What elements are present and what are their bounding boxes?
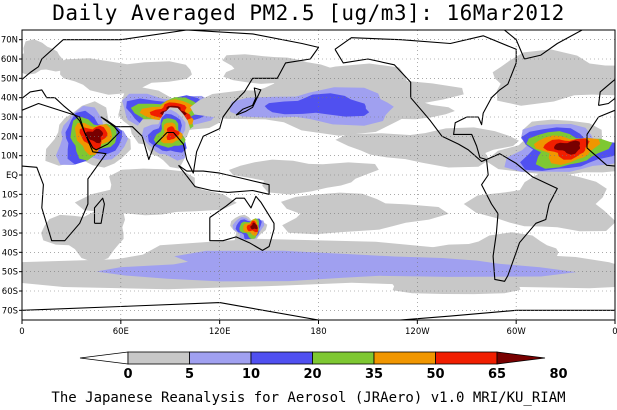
colorbar-swatch xyxy=(127,351,190,365)
pacific-band-level-3 xyxy=(264,93,370,117)
background-patch-level-1 xyxy=(492,49,615,106)
background-patch-level-1 xyxy=(463,172,615,232)
lat-tick-label: 30N xyxy=(1,113,18,123)
coastline-africa xyxy=(22,102,107,242)
lon-tick-label: 60W xyxy=(507,327,527,337)
colorbar-label: 35 xyxy=(365,367,383,382)
colorbar-swatch xyxy=(312,351,375,365)
lat-tick-label: 50S xyxy=(2,268,18,278)
pm25-field xyxy=(22,39,615,295)
longitude-labels: 0 60E 120E 180 120W 60W 0 xyxy=(19,320,617,337)
colorbar-swatch xyxy=(189,351,252,365)
colorbar-label: 65 xyxy=(488,367,506,382)
background-patch-level-1 xyxy=(222,54,334,84)
colorbar-label: 10 xyxy=(242,367,260,382)
lat-tick-label: 10N xyxy=(1,152,18,162)
lon-tick-label: 180 xyxy=(310,327,326,337)
graticule xyxy=(22,30,615,320)
coastline-japan xyxy=(235,87,262,116)
coastline-south-america xyxy=(481,153,558,282)
lat-tick-label: 50N xyxy=(1,74,18,84)
background-patch-level-1 xyxy=(228,159,379,195)
lat-tick-label: 10S xyxy=(2,190,18,200)
lon-tick-label: 120E xyxy=(209,327,231,337)
lat-tick-label: 30S xyxy=(2,229,18,239)
lat-tick-label: 40N xyxy=(1,94,18,104)
south-america-north-level-7 xyxy=(554,140,580,155)
colorbar-label: 20 xyxy=(303,367,321,382)
coastline-eurasia xyxy=(22,30,320,174)
coastline-north-america xyxy=(334,35,517,163)
colorbar-label: 0 xyxy=(123,367,132,382)
lat-tick-label: 70S xyxy=(2,306,18,316)
lon-tick-label: 120W xyxy=(405,327,430,337)
coastline-madagascar xyxy=(93,197,105,224)
lon-tick-label: 0 xyxy=(612,327,617,337)
australia-central-level-7 xyxy=(250,222,258,230)
coastline-antarctic-edge xyxy=(22,302,615,320)
lat-tick-label: 40S xyxy=(2,248,18,258)
map-title: Daily Averaged PM2.5 [ug/m3]: 16Mar2012 xyxy=(52,1,565,25)
colorbar-swatch xyxy=(373,351,436,365)
latitude-labels: 70N 60N 50N 40N 30N 20N 10N EQ 10S 20S 30S 40S 50S 60… xyxy=(1,36,22,316)
coastline-australia xyxy=(209,195,275,251)
colorbar-swatch xyxy=(250,351,313,365)
background-patch-level-1 xyxy=(22,39,68,75)
southern-ocean-band-level-2 xyxy=(96,250,577,282)
lat-tick-label: 60S xyxy=(2,287,18,297)
colorbar-high-arrow xyxy=(496,351,546,365)
lon-tick-label: 0 xyxy=(19,327,24,337)
colorbar-label: 5 xyxy=(185,367,194,382)
background-patch-level-1 xyxy=(41,206,125,263)
lon-tick-label: 60E xyxy=(113,327,129,337)
coastline-greenland xyxy=(503,30,583,60)
lat-tick-label: 20N xyxy=(1,132,18,142)
background-patch-level-1 xyxy=(74,168,237,216)
colorbar-low-arrow xyxy=(79,351,129,365)
lat-tick-label: 70N xyxy=(1,36,18,46)
colorbar-label: 50 xyxy=(426,367,444,382)
lat-tick-label: 20S xyxy=(2,210,18,220)
lat-tick-label: 60N xyxy=(1,55,18,65)
coastlines xyxy=(22,30,615,320)
lat-tick-label: EQ xyxy=(6,171,18,181)
north-africa-arabia-level-7 xyxy=(85,128,104,144)
colorbar-swatch xyxy=(435,351,498,365)
colorbar: 0 5 10 20 35 50 65 80 xyxy=(79,351,568,382)
india-se-asia-level-6 xyxy=(166,126,180,141)
credit-line: The Japanese Reanalysis for Aerosol (JRA… xyxy=(51,390,566,406)
coastline-indonesia xyxy=(178,164,270,195)
background-patch-level-1 xyxy=(281,192,449,235)
background-patch-level-1 xyxy=(57,58,192,95)
colorbar-label: 80 xyxy=(549,367,567,382)
